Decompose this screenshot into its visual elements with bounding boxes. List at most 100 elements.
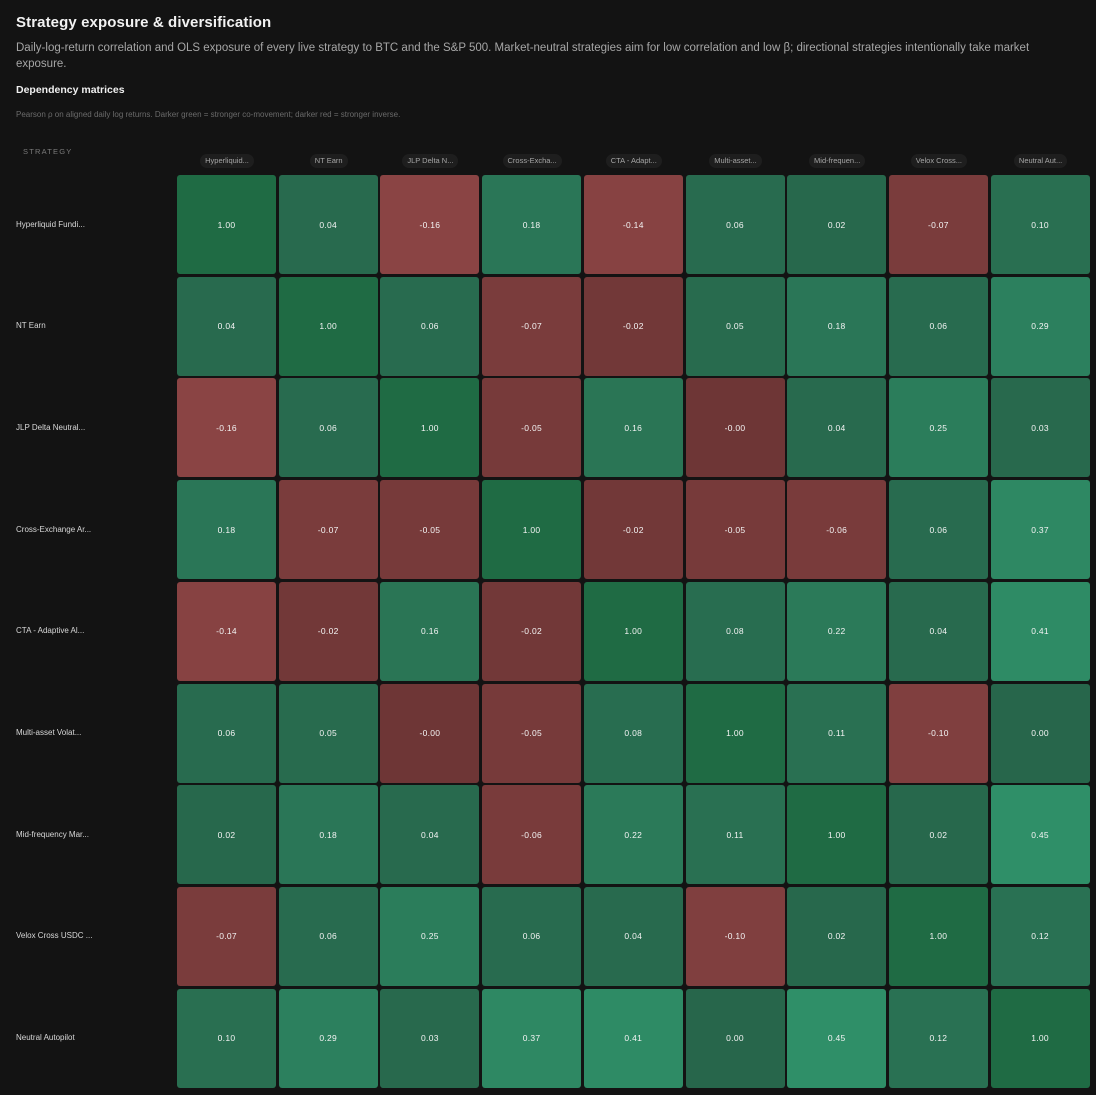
heatmap-cell[interactable]: -0.14 [177, 581, 276, 681]
heatmap-cell[interactable]: -0.05 [685, 480, 785, 580]
heatmap-cell[interactable]: 0.22 [583, 785, 683, 885]
heatmap-cell[interactable]: 0.16 [380, 581, 480, 681]
heatmap-cell[interactable]: 0.00 [990, 683, 1090, 783]
heatmap-cell[interactable]: 0.06 [685, 175, 785, 274]
heatmap-cell[interactable]: 0.18 [278, 785, 378, 885]
heatmap-cell-value: 0.22 [827, 626, 846, 637]
heatmap-cell-value: 1.00 [827, 829, 846, 840]
heatmap-cell[interactable]: 0.06 [888, 276, 988, 376]
heatmap-cell[interactable]: -0.05 [482, 683, 582, 783]
heatmap-cell[interactable]: 0.22 [787, 581, 887, 681]
heatmap-cell-value: 0.25 [929, 422, 948, 433]
heatmap-cell[interactable]: -0.02 [278, 581, 378, 681]
heatmap-cell[interactable]: 1.00 [380, 378, 480, 478]
heatmap-cell[interactable]: 0.02 [787, 175, 887, 274]
heatmap-cell[interactable]: -0.02 [482, 581, 582, 681]
heatmap-cell[interactable]: 0.41 [990, 581, 1090, 681]
heatmap-cell[interactable]: 0.37 [990, 480, 1090, 580]
row-label: Mid-frequency Mar... [16, 829, 89, 839]
heatmap-cell[interactable]: 1.00 [787, 785, 887, 885]
heatmap-cell[interactable]: 0.45 [787, 988, 887, 1088]
column-header: Neutral Aut... [991, 153, 1091, 169]
heatmap-cell[interactable]: 0.06 [482, 886, 582, 986]
heatmap-cell[interactable]: 0.04 [787, 378, 887, 478]
heatmap-cell[interactable]: 0.03 [990, 378, 1090, 478]
heatmap-cell[interactable]: -0.02 [583, 480, 683, 580]
heatmap-cell[interactable]: 0.18 [482, 175, 582, 274]
heatmap-cell[interactable]: 0.04 [380, 785, 480, 885]
heatmap-cell-value: -0.05 [419, 524, 441, 535]
heatmap-cell[interactable]: 0.04 [278, 175, 378, 274]
heatmap-cell[interactable]: -0.00 [685, 378, 785, 478]
heatmap-cell[interactable]: 0.41 [583, 988, 683, 1088]
heatmap-cell[interactable]: 1.00 [177, 175, 276, 274]
heatmap-cell[interactable]: 1.00 [685, 683, 785, 783]
heatmap-cell[interactable]: 0.25 [888, 378, 988, 478]
heatmap-cell[interactable]: 0.08 [583, 683, 683, 783]
heatmap-cell[interactable]: 0.25 [380, 886, 480, 986]
heatmap-cell[interactable]: 0.02 [177, 785, 276, 885]
heatmap-cell[interactable]: 0.04 [888, 581, 988, 681]
heatmap-cell[interactable]: 0.08 [685, 581, 785, 681]
heatmap-cell[interactable]: 0.12 [990, 886, 1090, 986]
heatmap-cell-value: 0.18 [522, 219, 541, 230]
heatmap-cell-value: -0.05 [521, 728, 543, 738]
heatmap-cell[interactable]: -0.16 [177, 378, 276, 478]
heatmap-cell[interactable]: -0.07 [278, 480, 378, 580]
heatmap-cell[interactable]: -0.07 [177, 886, 276, 986]
heatmap-cell[interactable]: 0.04 [583, 886, 683, 986]
heatmap-cell[interactable]: 0.16 [583, 378, 683, 478]
heatmap-cell-value: -0.14 [622, 219, 644, 230]
heatmap-cell[interactable]: 1.00 [990, 988, 1090, 1088]
heatmap-cell[interactable]: 0.06 [278, 886, 378, 986]
heatmap-cell[interactable]: 0.11 [685, 785, 785, 885]
heatmap-cell[interactable]: 0.37 [482, 988, 582, 1088]
heatmap-cell[interactable]: -0.06 [482, 785, 582, 885]
heatmap-cell[interactable]: 0.29 [278, 988, 378, 1088]
heatmap-cell[interactable]: 0.18 [177, 480, 276, 580]
heatmap-cell[interactable]: 0.02 [888, 785, 988, 885]
heatmap-cell[interactable]: -0.00 [380, 683, 480, 783]
heatmap-cell-value: 0.02 [929, 829, 948, 840]
heatmap-cell[interactable]: -0.05 [482, 378, 582, 478]
heatmap-cell[interactable]: 0.06 [278, 378, 378, 478]
heatmap-cell[interactable]: 0.04 [177, 276, 276, 376]
heatmap-cell[interactable]: -0.07 [482, 276, 582, 376]
heatmap-cell-value: 0.06 [929, 524, 948, 535]
heatmap-cell[interactable]: -0.02 [583, 276, 683, 376]
heatmap-cell[interactable]: 1.00 [278, 276, 378, 376]
heatmap-cell[interactable]: 0.06 [888, 480, 988, 580]
heatmap-cell[interactable]: -0.16 [380, 175, 480, 274]
heatmap-cell[interactable]: 0.03 [380, 988, 480, 1088]
heatmap-cell[interactable]: -0.07 [888, 175, 988, 274]
column-header-label: Velox Cross... [910, 154, 968, 168]
heatmap-cell[interactable]: -0.10 [888, 683, 988, 783]
heatmap-cell[interactable]: 0.18 [787, 276, 887, 376]
heatmap-cell-value: 0.12 [1031, 931, 1049, 942]
heatmap-cell[interactable]: 0.10 [990, 175, 1090, 274]
heatmap-cell[interactable]: 1.00 [482, 480, 582, 580]
heatmap-cell[interactable]: 0.45 [990, 785, 1090, 885]
heatmap-cell[interactable]: -0.10 [685, 886, 785, 986]
heatmap-cell[interactable]: 0.10 [177, 988, 276, 1088]
heatmap-cell[interactable]: 0.06 [380, 276, 480, 376]
heatmap-cell[interactable]: 1.00 [888, 886, 988, 986]
column-header: NT Earn [279, 153, 379, 169]
heatmap-cell[interactable]: 0.29 [990, 276, 1090, 376]
heatmap-cell[interactable]: 0.05 [685, 276, 785, 376]
heatmap-cell[interactable]: -0.05 [380, 480, 480, 580]
page-description: Daily-log-return correlation and OLS exp… [16, 42, 1030, 70]
heatmap-cell[interactable]: 0.05 [278, 683, 378, 783]
heatmap-cell[interactable]: 0.12 [888, 988, 988, 1088]
heatmap-cell[interactable]: 0.02 [787, 886, 887, 986]
heatmap-cell[interactable]: 0.00 [685, 988, 785, 1088]
heatmap-cell[interactable]: -0.06 [787, 480, 887, 580]
column-header-label: CTA - Adapt... [605, 154, 662, 168]
column-header-label: Hyperliquid... [200, 154, 254, 168]
heatmap-cell[interactable]: 0.06 [177, 683, 276, 783]
heatmap-cell-value: 0.45 [827, 1033, 846, 1044]
heatmap-cell[interactable]: 0.11 [787, 683, 887, 783]
heatmap-cell[interactable]: 1.00 [583, 581, 683, 681]
heatmap-cell[interactable]: -0.14 [583, 175, 683, 274]
row-label: CTA - Adaptive Al... [16, 626, 85, 636]
